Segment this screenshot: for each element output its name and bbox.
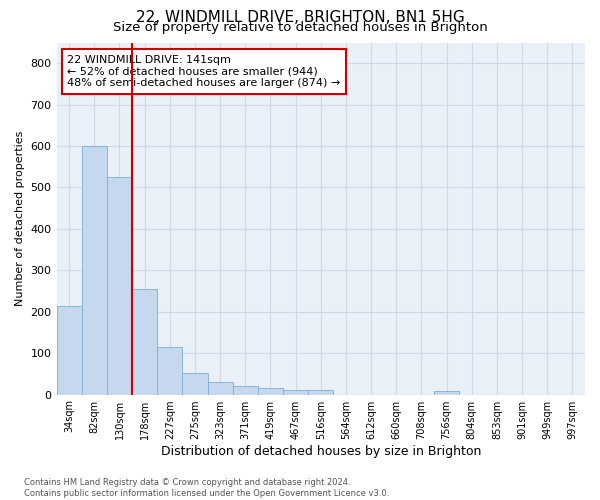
Bar <box>157 347 182 395</box>
Bar <box>82 146 107 394</box>
Bar <box>308 390 334 394</box>
Bar <box>434 392 459 394</box>
Bar <box>182 373 208 394</box>
Bar <box>107 177 132 394</box>
X-axis label: Distribution of detached houses by size in Brighton: Distribution of detached houses by size … <box>161 444 481 458</box>
Bar <box>283 390 308 394</box>
Text: 22, WINDMILL DRIVE, BRIGHTON, BN1 5HG: 22, WINDMILL DRIVE, BRIGHTON, BN1 5HG <box>136 10 464 25</box>
Bar <box>56 306 82 394</box>
Text: Size of property relative to detached houses in Brighton: Size of property relative to detached ho… <box>113 21 487 34</box>
Bar <box>208 382 233 394</box>
Y-axis label: Number of detached properties: Number of detached properties <box>15 131 25 306</box>
Text: Contains HM Land Registry data © Crown copyright and database right 2024.
Contai: Contains HM Land Registry data © Crown c… <box>24 478 389 498</box>
Bar <box>233 386 258 394</box>
Bar <box>258 388 283 394</box>
Text: 22 WINDMILL DRIVE: 141sqm
← 52% of detached houses are smaller (944)
48% of semi: 22 WINDMILL DRIVE: 141sqm ← 52% of detac… <box>67 55 340 88</box>
Bar <box>132 289 157 395</box>
